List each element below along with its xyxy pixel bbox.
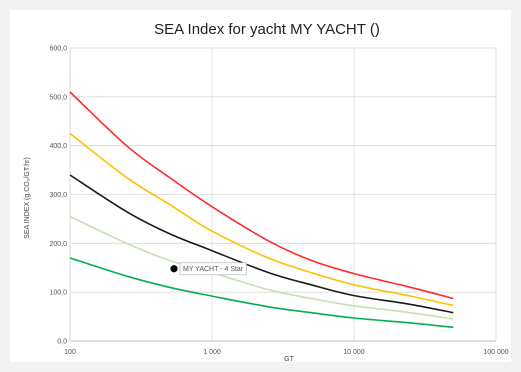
sea-index-chart: SEA Index for yacht MY YACHT () 0,0 100,0… xyxy=(24,21,509,362)
data-point-label: MY YACHT - 4 Star xyxy=(183,266,244,273)
y-tick-label: 600,0 xyxy=(49,46,67,53)
x-tick-label: 1 000 xyxy=(203,349,221,356)
y-tick-label: 200,0 xyxy=(49,241,67,248)
series-line-1 xyxy=(69,91,454,300)
chart-title: SEA Index for yacht MY YACHT () xyxy=(154,21,380,38)
series-line-2 xyxy=(69,132,454,307)
y-tick-label: 300,0 xyxy=(49,192,67,199)
grid-layer xyxy=(69,47,497,342)
y-tick-label: 100,0 xyxy=(49,290,67,297)
series-line-3 xyxy=(69,174,454,314)
y-tick-label: 0,0 xyxy=(57,339,67,346)
series-layer xyxy=(69,91,454,329)
yacht-data-point xyxy=(170,265,178,273)
axis-layer: 0,0 100,0 200,0 300,0 400,0 500,0 600,0 100 1 00… xyxy=(49,46,508,357)
series-line-4 xyxy=(69,215,454,320)
y-tick-label: 400,0 xyxy=(49,143,67,150)
x-axis-label: GT xyxy=(284,356,294,362)
x-tick-label: 100 xyxy=(64,349,76,356)
y-tick-label: 500,0 xyxy=(49,94,67,101)
y-axis-label: SEA INDEX (g.CO₂/GT.hr) xyxy=(24,157,31,239)
x-tick-label: 10 000 xyxy=(343,349,365,356)
chart-panel: SEA Index for yacht MY YACHT () 0,0 100,0… xyxy=(10,10,511,362)
point-layer: MY YACHT - 4 Star xyxy=(170,262,247,276)
x-tick-label: 100 000 xyxy=(483,349,508,356)
data-point-label-box xyxy=(179,262,247,276)
series-line-5 xyxy=(69,257,454,329)
